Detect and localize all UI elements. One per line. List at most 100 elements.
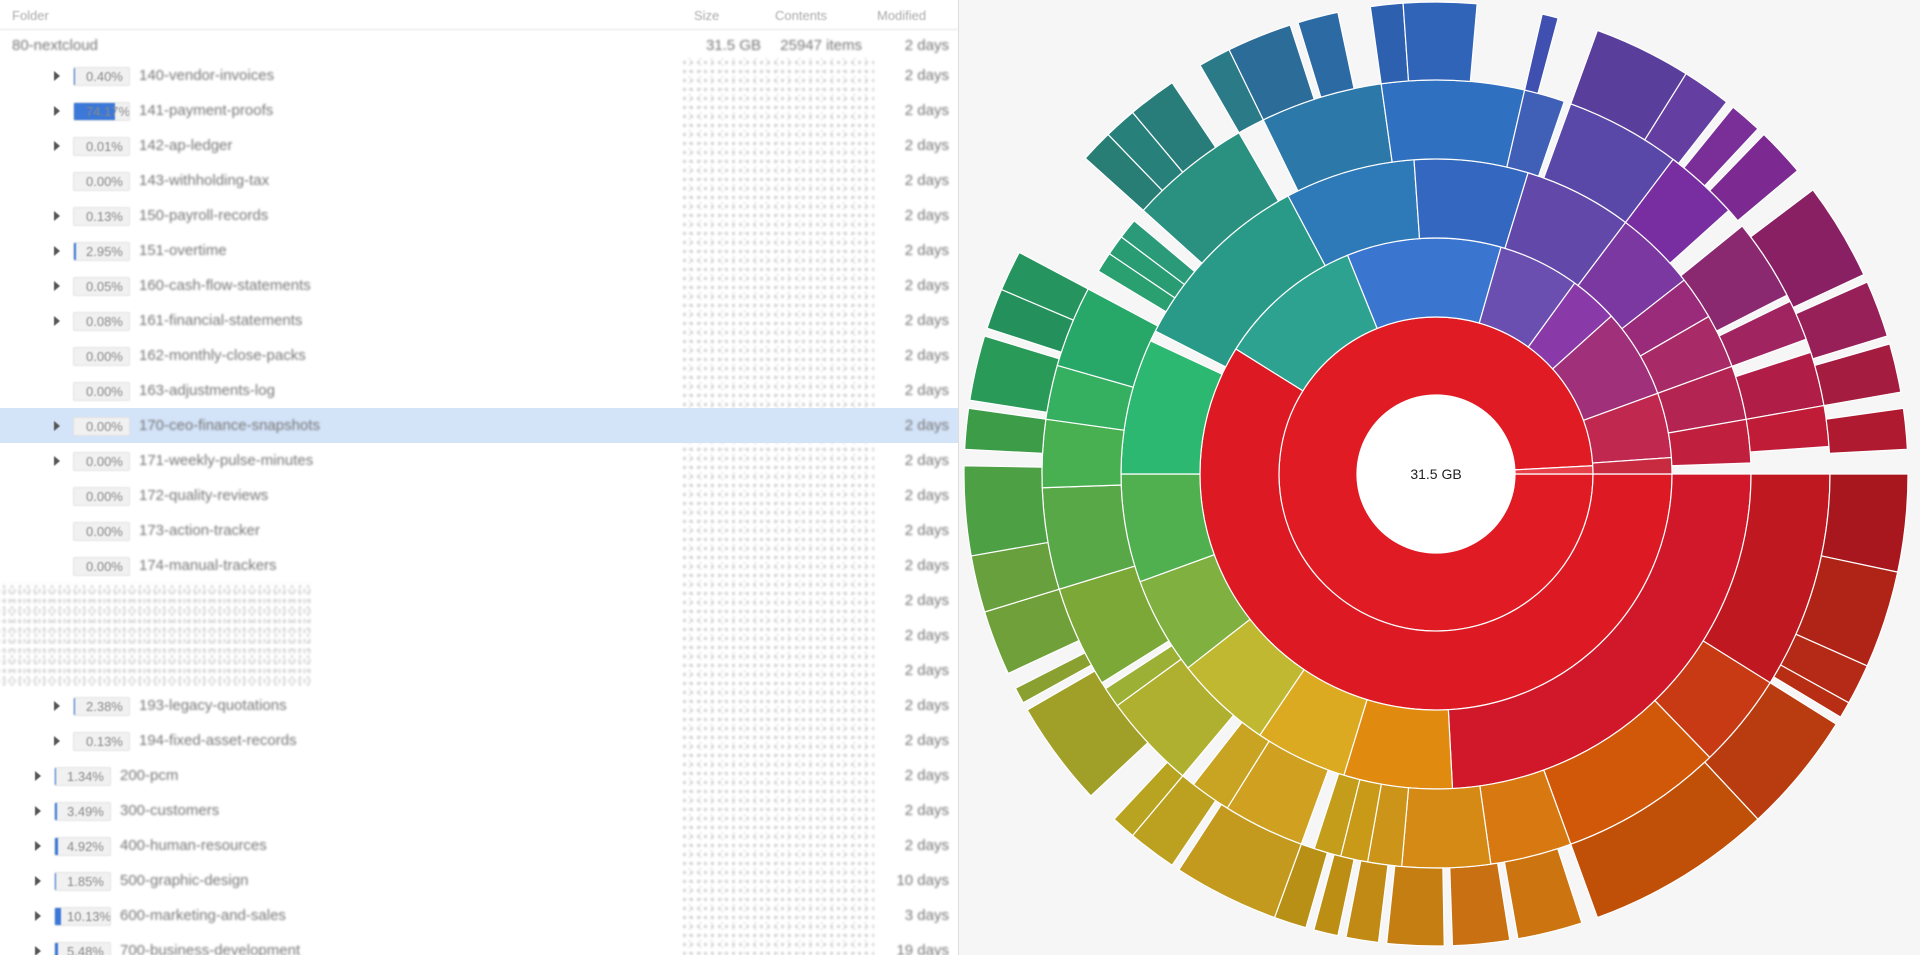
folder-name: 173-action-tracker bbox=[139, 522, 260, 539]
expander[interactable] bbox=[35, 911, 41, 921]
sunburst: 31.5 GB bbox=[959, 0, 1920, 955]
folder-name: 161-financial-statements bbox=[139, 312, 302, 329]
percent-box: 3.49% bbox=[54, 802, 111, 821]
expander[interactable] bbox=[54, 246, 60, 256]
expander[interactable] bbox=[35, 806, 41, 816]
percent-bar bbox=[55, 768, 56, 785]
percent-label: 0.13% bbox=[86, 734, 123, 749]
root-contents: 25947 items bbox=[780, 37, 862, 54]
tree-row[interactable]: 0.00% 163-adjustments-log 2 days bbox=[0, 373, 958, 408]
expander[interactable] bbox=[54, 141, 60, 151]
percent-bar bbox=[74, 698, 75, 715]
folder-column-header[interactable]: Folder bbox=[12, 8, 49, 23]
sunburst-segment[interactable] bbox=[1042, 419, 1124, 488]
sunburst-segment[interactable] bbox=[964, 466, 1048, 556]
size-column-header[interactable]: Size bbox=[694, 8, 719, 23]
expander[interactable] bbox=[35, 876, 41, 886]
percent-box: 0.13% bbox=[73, 732, 130, 751]
folder-name: 194-fixed-asset-records bbox=[139, 732, 297, 749]
percent-bar bbox=[74, 243, 76, 260]
sunburst-segment[interactable] bbox=[1525, 14, 1559, 93]
folder-name: 170-ceo-finance-snapshots bbox=[139, 417, 320, 434]
sunburst-segment[interactable] bbox=[1346, 861, 1388, 943]
expander[interactable] bbox=[54, 106, 60, 116]
sunburst-segment[interactable] bbox=[1381, 80, 1524, 167]
sunburst-segment[interactable] bbox=[1821, 474, 1908, 572]
sunburst-segment[interactable] bbox=[1450, 863, 1510, 946]
modified: 2 days bbox=[905, 522, 949, 539]
modified: 2 days bbox=[905, 207, 949, 224]
contents-column-header[interactable]: Contents bbox=[775, 8, 827, 23]
expander[interactable] bbox=[54, 281, 60, 291]
expander[interactable] bbox=[54, 421, 60, 431]
percent-bar bbox=[55, 908, 61, 925]
modified: 19 days bbox=[896, 942, 949, 955]
percent-box: 10.13% bbox=[54, 907, 111, 926]
percent-box: 0.00% bbox=[73, 347, 130, 366]
folder-name: 174-manual-trackers bbox=[139, 557, 277, 574]
percent-label: 0.05% bbox=[86, 279, 123, 294]
sunburst-segment[interactable] bbox=[1370, 3, 1408, 84]
modified: 10 days bbox=[896, 872, 949, 889]
folder-name: 200-pcm bbox=[120, 767, 178, 784]
root-size: 31.5 GB bbox=[706, 37, 761, 54]
sunburst-segment[interactable] bbox=[1826, 408, 1907, 453]
folder-name: 143-withholding-tax bbox=[139, 172, 269, 189]
expander[interactable] bbox=[54, 316, 60, 326]
percent-label: 0.00% bbox=[86, 559, 123, 574]
expander[interactable] bbox=[54, 211, 60, 221]
percent-box: 0.01% bbox=[73, 137, 130, 156]
sunburst-segment[interactable] bbox=[1403, 2, 1477, 81]
expander[interactable] bbox=[35, 771, 41, 781]
percent-label: 2.38% bbox=[86, 699, 123, 714]
percent-box: 0.00% bbox=[73, 172, 130, 191]
expander[interactable] bbox=[35, 841, 41, 851]
expander[interactable] bbox=[54, 71, 60, 81]
percent-label: 3.49% bbox=[67, 804, 104, 819]
folder-name: 163-adjustments-log bbox=[139, 382, 275, 399]
sunburst-segment[interactable] bbox=[1402, 786, 1491, 868]
modified-column-header[interactable]: Modified bbox=[877, 8, 926, 23]
percent-box: 0.40% bbox=[73, 67, 130, 86]
expander[interactable] bbox=[54, 736, 60, 746]
tree-row[interactable]: 0.13% 194-fixed-asset-records 2 days bbox=[0, 723, 958, 758]
percent-label: 74.17% bbox=[86, 104, 130, 119]
folder-name: 142-ap-ledger bbox=[139, 137, 232, 154]
sunburst-segment[interactable] bbox=[1504, 849, 1581, 939]
percent-label: 0.00% bbox=[86, 419, 123, 434]
modified: 2 days bbox=[905, 242, 949, 259]
percent-box: 2.38% bbox=[73, 697, 130, 716]
expander[interactable] bbox=[54, 456, 60, 466]
modified: 2 days bbox=[905, 382, 949, 399]
expander[interactable] bbox=[54, 701, 60, 711]
percent-box: 1.85% bbox=[54, 872, 111, 891]
modified: 2 days bbox=[905, 732, 949, 749]
percent-label: 0.00% bbox=[86, 384, 123, 399]
sunburst-segment[interactable] bbox=[965, 408, 1046, 453]
expander[interactable] bbox=[35, 946, 41, 955]
sunburst-segment[interactable] bbox=[1387, 866, 1445, 946]
modified: 2 days bbox=[905, 767, 949, 784]
modified: 2 days bbox=[905, 802, 949, 819]
